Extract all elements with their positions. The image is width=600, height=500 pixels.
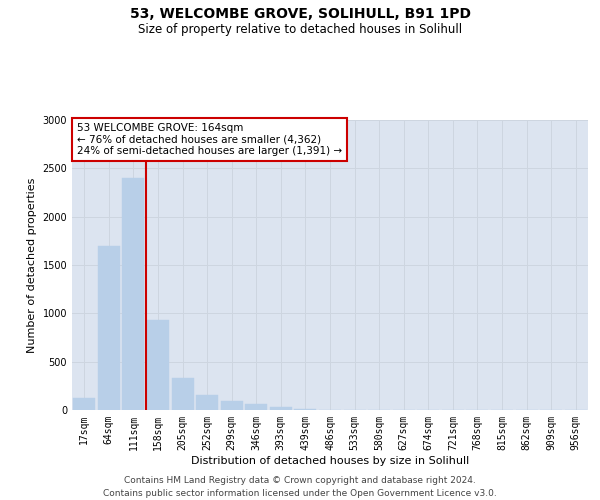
Bar <box>122 178 145 410</box>
Bar <box>172 378 194 410</box>
Text: Size of property relative to detached houses in Solihull: Size of property relative to detached ho… <box>138 22 462 36</box>
Bar <box>73 398 95 410</box>
Bar <box>196 395 218 410</box>
Bar <box>221 402 243 410</box>
Bar <box>98 246 120 410</box>
X-axis label: Distribution of detached houses by size in Solihull: Distribution of detached houses by size … <box>191 456 469 466</box>
Bar <box>270 407 292 410</box>
Bar <box>147 320 169 410</box>
Bar <box>245 404 268 410</box>
Text: 53, WELCOMBE GROVE, SOLIHULL, B91 1PD: 53, WELCOMBE GROVE, SOLIHULL, B91 1PD <box>130 8 470 22</box>
Text: Contains HM Land Registry data © Crown copyright and database right 2024.
Contai: Contains HM Land Registry data © Crown c… <box>103 476 497 498</box>
Y-axis label: Number of detached properties: Number of detached properties <box>27 178 37 352</box>
Bar <box>295 409 316 410</box>
Text: 53 WELCOMBE GROVE: 164sqm
← 76% of detached houses are smaller (4,362)
24% of se: 53 WELCOMBE GROVE: 164sqm ← 76% of detac… <box>77 123 342 156</box>
